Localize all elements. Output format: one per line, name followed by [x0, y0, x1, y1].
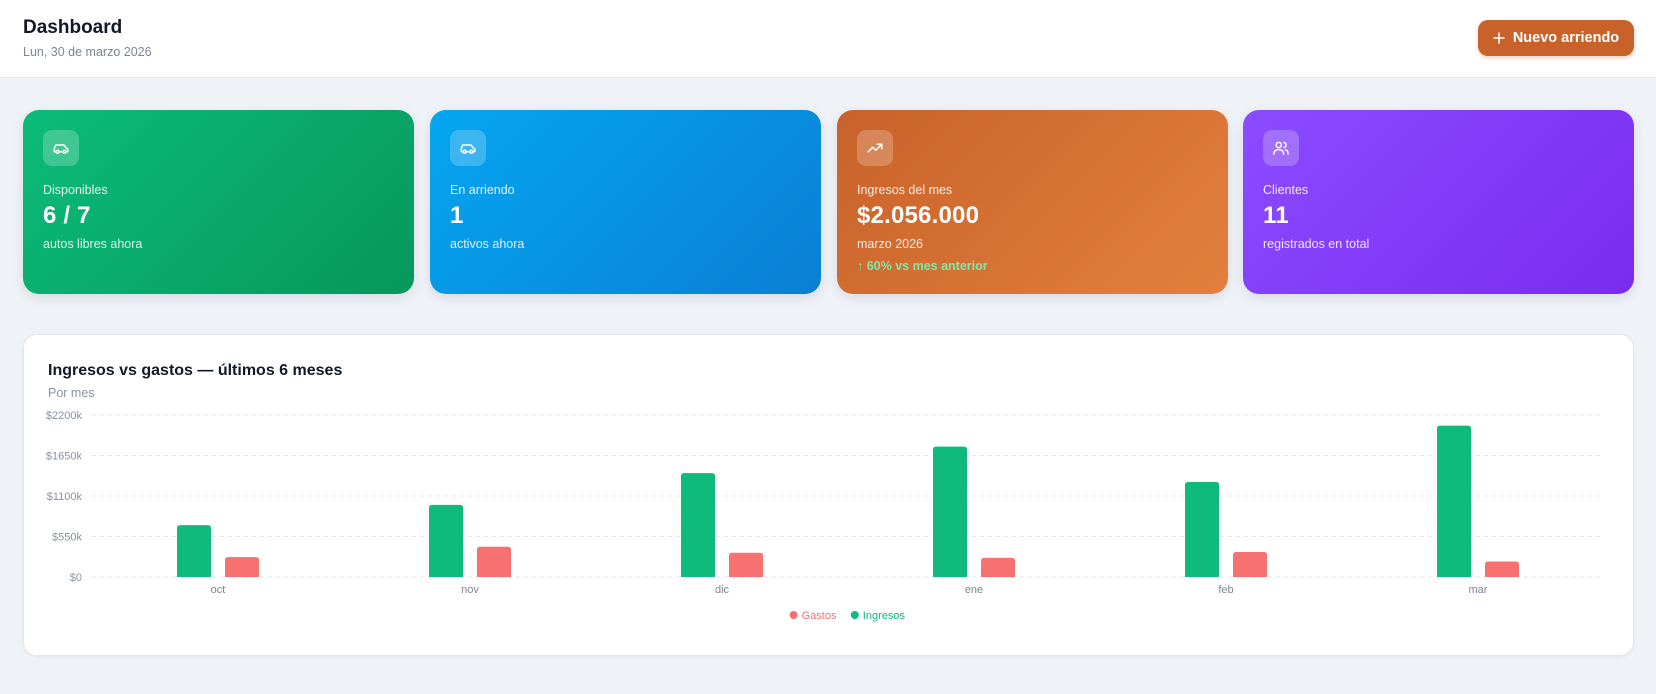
legend-label: Gastos [802, 610, 837, 622]
stat-trend: ↑ 60% vs mes anterior [857, 259, 988, 273]
stat-label: En arriendo [450, 183, 515, 197]
bar-ingresos [681, 473, 715, 577]
bar-gastos [477, 546, 511, 577]
x-tick-label: ene [965, 584, 983, 596]
stat-value: 6 / 7 [43, 202, 91, 229]
stat-subtext: activos ahora [450, 237, 525, 251]
stat-label: Clientes [1263, 183, 1309, 197]
bar-ingresos [1437, 425, 1471, 577]
y-tick-label: $1650k [46, 451, 83, 463]
top-header: Dashboard Lun, 30 de marzo 2026 Nuevo ar… [0, 0, 1656, 78]
stat-card-available: Disponibles 6 / 7 autos libres ahora [23, 110, 414, 294]
y-tick-label: $2200k [46, 410, 83, 422]
income-expenses-chart: $0 $550k $1100k $1650k $2200k oct nov dic ene feb… [46, 410, 1604, 622]
stat-value: $2.056.000 [857, 202, 980, 229]
chart-title: Ingresos vs gastos — últimos 6 meses [48, 362, 343, 379]
legend-swatch [789, 611, 798, 619]
stat-label: Ingresos del mes [857, 183, 953, 197]
bar-ingresos [429, 504, 463, 577]
x-tick-label: feb [1218, 584, 1233, 596]
x-tick-label: oct [211, 584, 226, 596]
bar-gastos [1485, 561, 1519, 577]
current-date: Lun, 30 de marzo 2026 [23, 45, 152, 59]
y-tick-label: $1100k [47, 491, 83, 503]
page-title: Dashboard [23, 17, 123, 38]
bar-gastos [1233, 551, 1267, 577]
stat-card-monthly-income: Ingresos del mes $2.056.000 marzo 2026 ↑… [837, 110, 1228, 294]
y-tick-label: $550k [52, 532, 82, 544]
new-rental-button-label: Nuevo arriendo [1512, 30, 1620, 46]
car-icon [43, 130, 79, 166]
stat-card-clients: Clientes 11 registrados en total [1243, 110, 1634, 294]
plus-icon [1493, 32, 1505, 44]
bar-ingresos [177, 525, 211, 577]
x-tick-label: mar [1469, 584, 1488, 596]
bar-gastos [981, 557, 1015, 577]
x-tick-label: dic [715, 584, 730, 596]
y-tick-label: $0 [70, 572, 82, 584]
stat-subtext: autos libres ahora [43, 237, 143, 251]
stat-value: 1 [450, 202, 464, 229]
bar-gastos [225, 557, 259, 577]
stat-card-rented: En arriendo 1 activos ahora [430, 110, 821, 294]
car-icon [450, 130, 486, 166]
legend-swatch [850, 611, 859, 619]
users-icon [1263, 130, 1299, 166]
trending-up-icon [857, 130, 893, 166]
stat-subtext: registrados en total [1263, 237, 1370, 251]
stat-label: Disponibles [43, 183, 108, 197]
stat-value: 11 [1263, 202, 1289, 229]
bar-gastos [729, 552, 763, 577]
chart-subtitle: Por mes [48, 386, 95, 400]
bar-ingresos [933, 446, 967, 577]
x-tick-label: nov [461, 584, 479, 596]
legend-label: Ingresos [863, 610, 906, 622]
stat-subtext: marzo 2026 [857, 237, 924, 251]
income-expenses-panel: Ingresos vs gastos — últimos 6 meses Por… [23, 334, 1634, 656]
new-rental-button[interactable]: Nuevo arriendo [1478, 20, 1634, 56]
bar-ingresos [1185, 482, 1219, 577]
